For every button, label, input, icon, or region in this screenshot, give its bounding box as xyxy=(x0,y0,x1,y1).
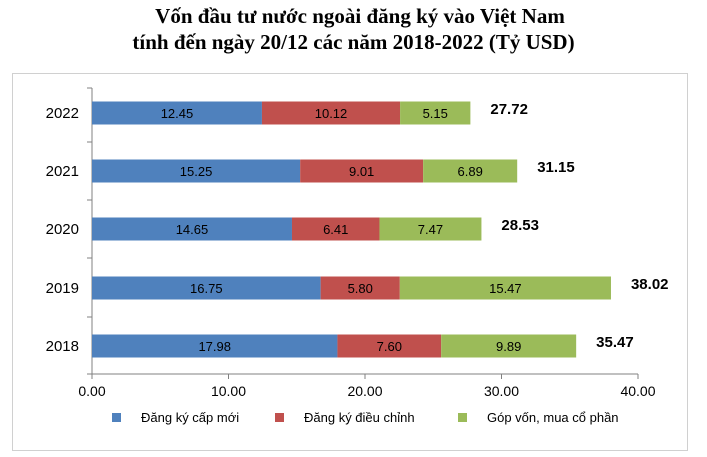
data-label: 9.01 xyxy=(349,164,374,179)
x-tick-label: 20.00 xyxy=(347,383,382,399)
total-label: 38.02 xyxy=(631,276,669,293)
total-label: 28.53 xyxy=(501,217,539,234)
data-label: 9.89 xyxy=(496,339,521,354)
bar-segment xyxy=(92,159,301,183)
data-label: 6.41 xyxy=(323,222,348,237)
y-tick-label: 2019 xyxy=(46,280,79,297)
bar-segment xyxy=(92,334,338,358)
total-label: 27.72 xyxy=(490,101,528,118)
bar-segment xyxy=(400,101,471,125)
data-label: 17.98 xyxy=(198,339,231,354)
bar-segment xyxy=(399,276,611,300)
total-label: 31.15 xyxy=(537,159,575,176)
legend-swatch xyxy=(112,413,121,422)
bar-segment xyxy=(92,217,292,241)
bar-segment xyxy=(337,334,442,358)
data-label: 5.80 xyxy=(348,281,373,296)
data-label: 10.12 xyxy=(315,106,348,121)
bar-segment xyxy=(92,276,321,300)
legend-swatch xyxy=(275,413,284,422)
data-label: 12.45 xyxy=(161,106,194,121)
y-tick-label: 2020 xyxy=(46,221,79,238)
x-tick-label: 10.00 xyxy=(211,383,246,399)
bar-segment xyxy=(261,101,401,125)
legend-label: Đăng ký điều chỉnh xyxy=(304,410,415,425)
data-label: 16.75 xyxy=(190,281,223,296)
data-label: 6.89 xyxy=(458,164,483,179)
chart-title-line2: tính đến ngày 20/12 các năm 2018-2022 (T… xyxy=(132,30,575,54)
data-label: 5.15 xyxy=(423,106,448,121)
bar-segment xyxy=(92,101,262,125)
bar-segment xyxy=(320,276,400,300)
bar-segment xyxy=(291,217,380,241)
total-label: 35.47 xyxy=(596,334,634,351)
bar-segment xyxy=(423,159,518,183)
y-tick-label: 2021 xyxy=(46,163,79,180)
chart-frame xyxy=(12,73,688,451)
chart-title-line1: Vốn đầu tư nước ngoài đăng ký vào Việt N… xyxy=(155,4,565,28)
legend-swatch xyxy=(458,413,467,422)
data-label: 15.47 xyxy=(489,281,522,296)
x-tick-label: 30.00 xyxy=(484,383,519,399)
x-tick-label: 0.00 xyxy=(78,383,105,399)
data-label: 7.60 xyxy=(377,339,402,354)
legend-label: Góp vốn, mua cổ phần xyxy=(487,410,619,425)
y-tick-label: 2018 xyxy=(46,338,79,355)
bar-segment xyxy=(441,334,577,358)
y-tick-label: 2022 xyxy=(46,105,79,122)
data-label: 14.65 xyxy=(176,222,209,237)
bar-segment xyxy=(300,159,424,183)
bar-segment xyxy=(379,217,482,241)
x-tick-label: 40.00 xyxy=(620,383,655,399)
data-label: 15.25 xyxy=(180,164,213,179)
legend-label: Đăng ký cấp mới xyxy=(141,410,239,425)
data-label: 7.47 xyxy=(418,222,443,237)
